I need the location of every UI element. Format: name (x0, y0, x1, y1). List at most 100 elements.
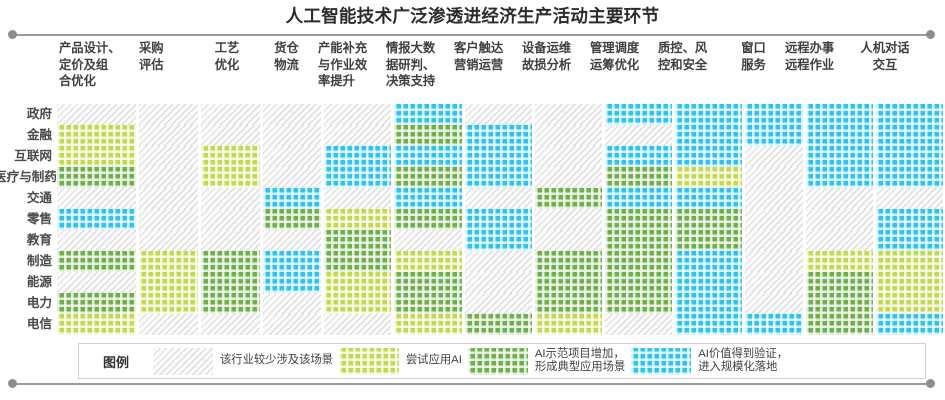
matrix-cell (138, 251, 199, 272)
matrix-cell (57, 146, 136, 167)
matrix-cell (201, 230, 261, 251)
matrix-cell (201, 188, 261, 209)
matrix-column-12 (875, 104, 943, 335)
matrix-cell (604, 167, 672, 188)
matrix-cell (875, 251, 943, 272)
matrix-cell (875, 272, 943, 293)
matrix-cell (57, 125, 136, 146)
matrix-cell (394, 230, 462, 251)
bottom-divider-line (14, 383, 931, 385)
row-label-6: 教育 (26, 233, 52, 247)
matrix-cell (324, 293, 392, 314)
matrix-cell (263, 293, 322, 314)
matrix-cell (875, 230, 943, 251)
legend-item-demo: AI示范项目增加， 形成典型应用场景 (467, 347, 625, 375)
matrix-cell (263, 251, 322, 272)
column-header-7: 设备运维 故损分析 (522, 41, 572, 72)
matrix-cell (138, 293, 199, 314)
matrix-cell (875, 314, 943, 335)
matrix-cell (604, 272, 672, 293)
matrix-cell (875, 188, 943, 209)
row-label-8: 能源 (26, 275, 52, 289)
matrix-cell (674, 251, 742, 272)
matrix-cell (805, 293, 873, 314)
matrix-cell (57, 314, 136, 335)
matrix-cell (534, 167, 602, 188)
bottom-left-dot (8, 379, 17, 388)
matrix-cell (805, 104, 873, 125)
column-header-6: 客户触达 营销运营 (454, 41, 504, 72)
matrix-cell (394, 104, 462, 125)
matrix-cell (201, 293, 261, 314)
matrix-cell (324, 104, 392, 125)
matrix-cell (604, 125, 672, 146)
matrix-column-1 (138, 104, 199, 335)
matrix-cell (534, 314, 602, 335)
row-label-column: 政府 金融 互联网 医疗与制药 交通 零售 教育 制造 能源 电力 电信 (0, 104, 56, 335)
matrix-cell (744, 293, 803, 314)
legend-items: 该行业较少涉及该场景 尝试应用AI AI示范项目增加， 形成典型应用场景 AI价值得到… (153, 347, 925, 375)
matrix-cell (875, 125, 943, 146)
matrix-cell (674, 167, 742, 188)
matrix-cell (138, 188, 199, 209)
matrix-column-9 (674, 104, 742, 335)
legend-swatch-demo (467, 347, 528, 375)
matrix-column-5 (394, 104, 462, 335)
matrix-cell (263, 167, 322, 188)
matrix-column-3 (263, 104, 322, 335)
matrix-column-2 (201, 104, 261, 335)
column-header-0: 产品设计、 定价及组 合优化 (59, 41, 121, 88)
matrix-cell (201, 314, 261, 335)
matrix-cell (324, 167, 392, 188)
matrix-cell (201, 272, 261, 293)
matrix-cell (604, 188, 672, 209)
row-label-9: 电力 (26, 296, 52, 310)
matrix-cell (394, 314, 462, 335)
matrix-cell (805, 188, 873, 209)
legend-label-scale: AI价值得到验证， 进入规模化落地 (698, 347, 789, 374)
matrix-cell (138, 209, 199, 230)
matrix-cell (57, 251, 136, 272)
matrix-cell (674, 314, 742, 335)
column-header-2: 工艺 优化 (214, 41, 240, 72)
matrix-cell (464, 209, 532, 230)
column-header-3: 货仓 物流 (274, 41, 299, 72)
matrix-cell (201, 125, 261, 146)
legend: 图例 该行业较少涉及该场景 尝试应用AI AI示范项目增加， 形成典型应用场景 AI价… (78, 343, 926, 379)
legend-title: 图例 (102, 354, 129, 370)
matrix-cell (201, 104, 261, 125)
matrix-cell (534, 125, 602, 146)
column-header-5: 情报大数 据研判、 决策支持 (386, 41, 436, 88)
matrix-cell (201, 209, 261, 230)
matrix-cell (875, 104, 943, 125)
matrix-cell (674, 188, 742, 209)
matrix-cell (138, 167, 199, 188)
matrix-cell (744, 125, 803, 146)
matrix-cell (875, 293, 943, 314)
row-label-10: 电信 (26, 317, 52, 331)
matrix-cell (534, 146, 602, 167)
matrix-cell (263, 209, 322, 230)
matrix-cell (263, 188, 322, 209)
matrix-cell (534, 272, 602, 293)
matrix-cell (324, 188, 392, 209)
matrix-cell (263, 104, 322, 125)
page-title: 人工智能技术广泛渗透进经济生产活动主要环节 (285, 6, 660, 26)
matrix-cell (324, 251, 392, 272)
matrix-cell (534, 188, 602, 209)
matrix-cell (604, 293, 672, 314)
matrix-cell (394, 209, 462, 230)
matrix-cell (604, 146, 672, 167)
matrix-cell (57, 293, 136, 314)
column-header-4: 产能补充 与作业效 率提升 (318, 41, 368, 88)
column-header-10: 窗口 服务 (741, 41, 766, 72)
matrix-cell (138, 146, 199, 167)
matrix-cell (744, 146, 803, 167)
column-header-row: 产品设计、 定价及组 合优化 采购 评估 工艺 优化 货仓 物流 产能补充 与作业效 率… (57, 40, 943, 102)
matrix-cell (394, 125, 462, 146)
matrix-cell (201, 251, 261, 272)
matrix-cell (263, 272, 322, 293)
matrix-cell (744, 209, 803, 230)
matrix-cell (57, 209, 136, 230)
matrix-cell (138, 104, 199, 125)
